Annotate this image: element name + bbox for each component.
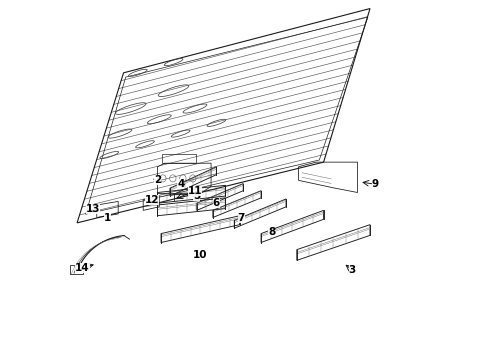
Text: 13: 13 — [86, 203, 100, 213]
Text: 12: 12 — [145, 195, 159, 204]
Text: 4: 4 — [177, 179, 184, 189]
Text: 9: 9 — [372, 179, 379, 189]
Text: 10: 10 — [193, 250, 208, 260]
Text: 6: 6 — [213, 198, 220, 208]
Text: 7: 7 — [238, 212, 245, 222]
Text: 3: 3 — [348, 265, 356, 275]
Text: 5: 5 — [193, 191, 200, 201]
Text: 8: 8 — [268, 227, 275, 237]
Text: 2: 2 — [154, 175, 161, 185]
Text: 14: 14 — [75, 262, 90, 273]
Text: 11: 11 — [188, 186, 202, 196]
Text: 1: 1 — [104, 212, 111, 222]
